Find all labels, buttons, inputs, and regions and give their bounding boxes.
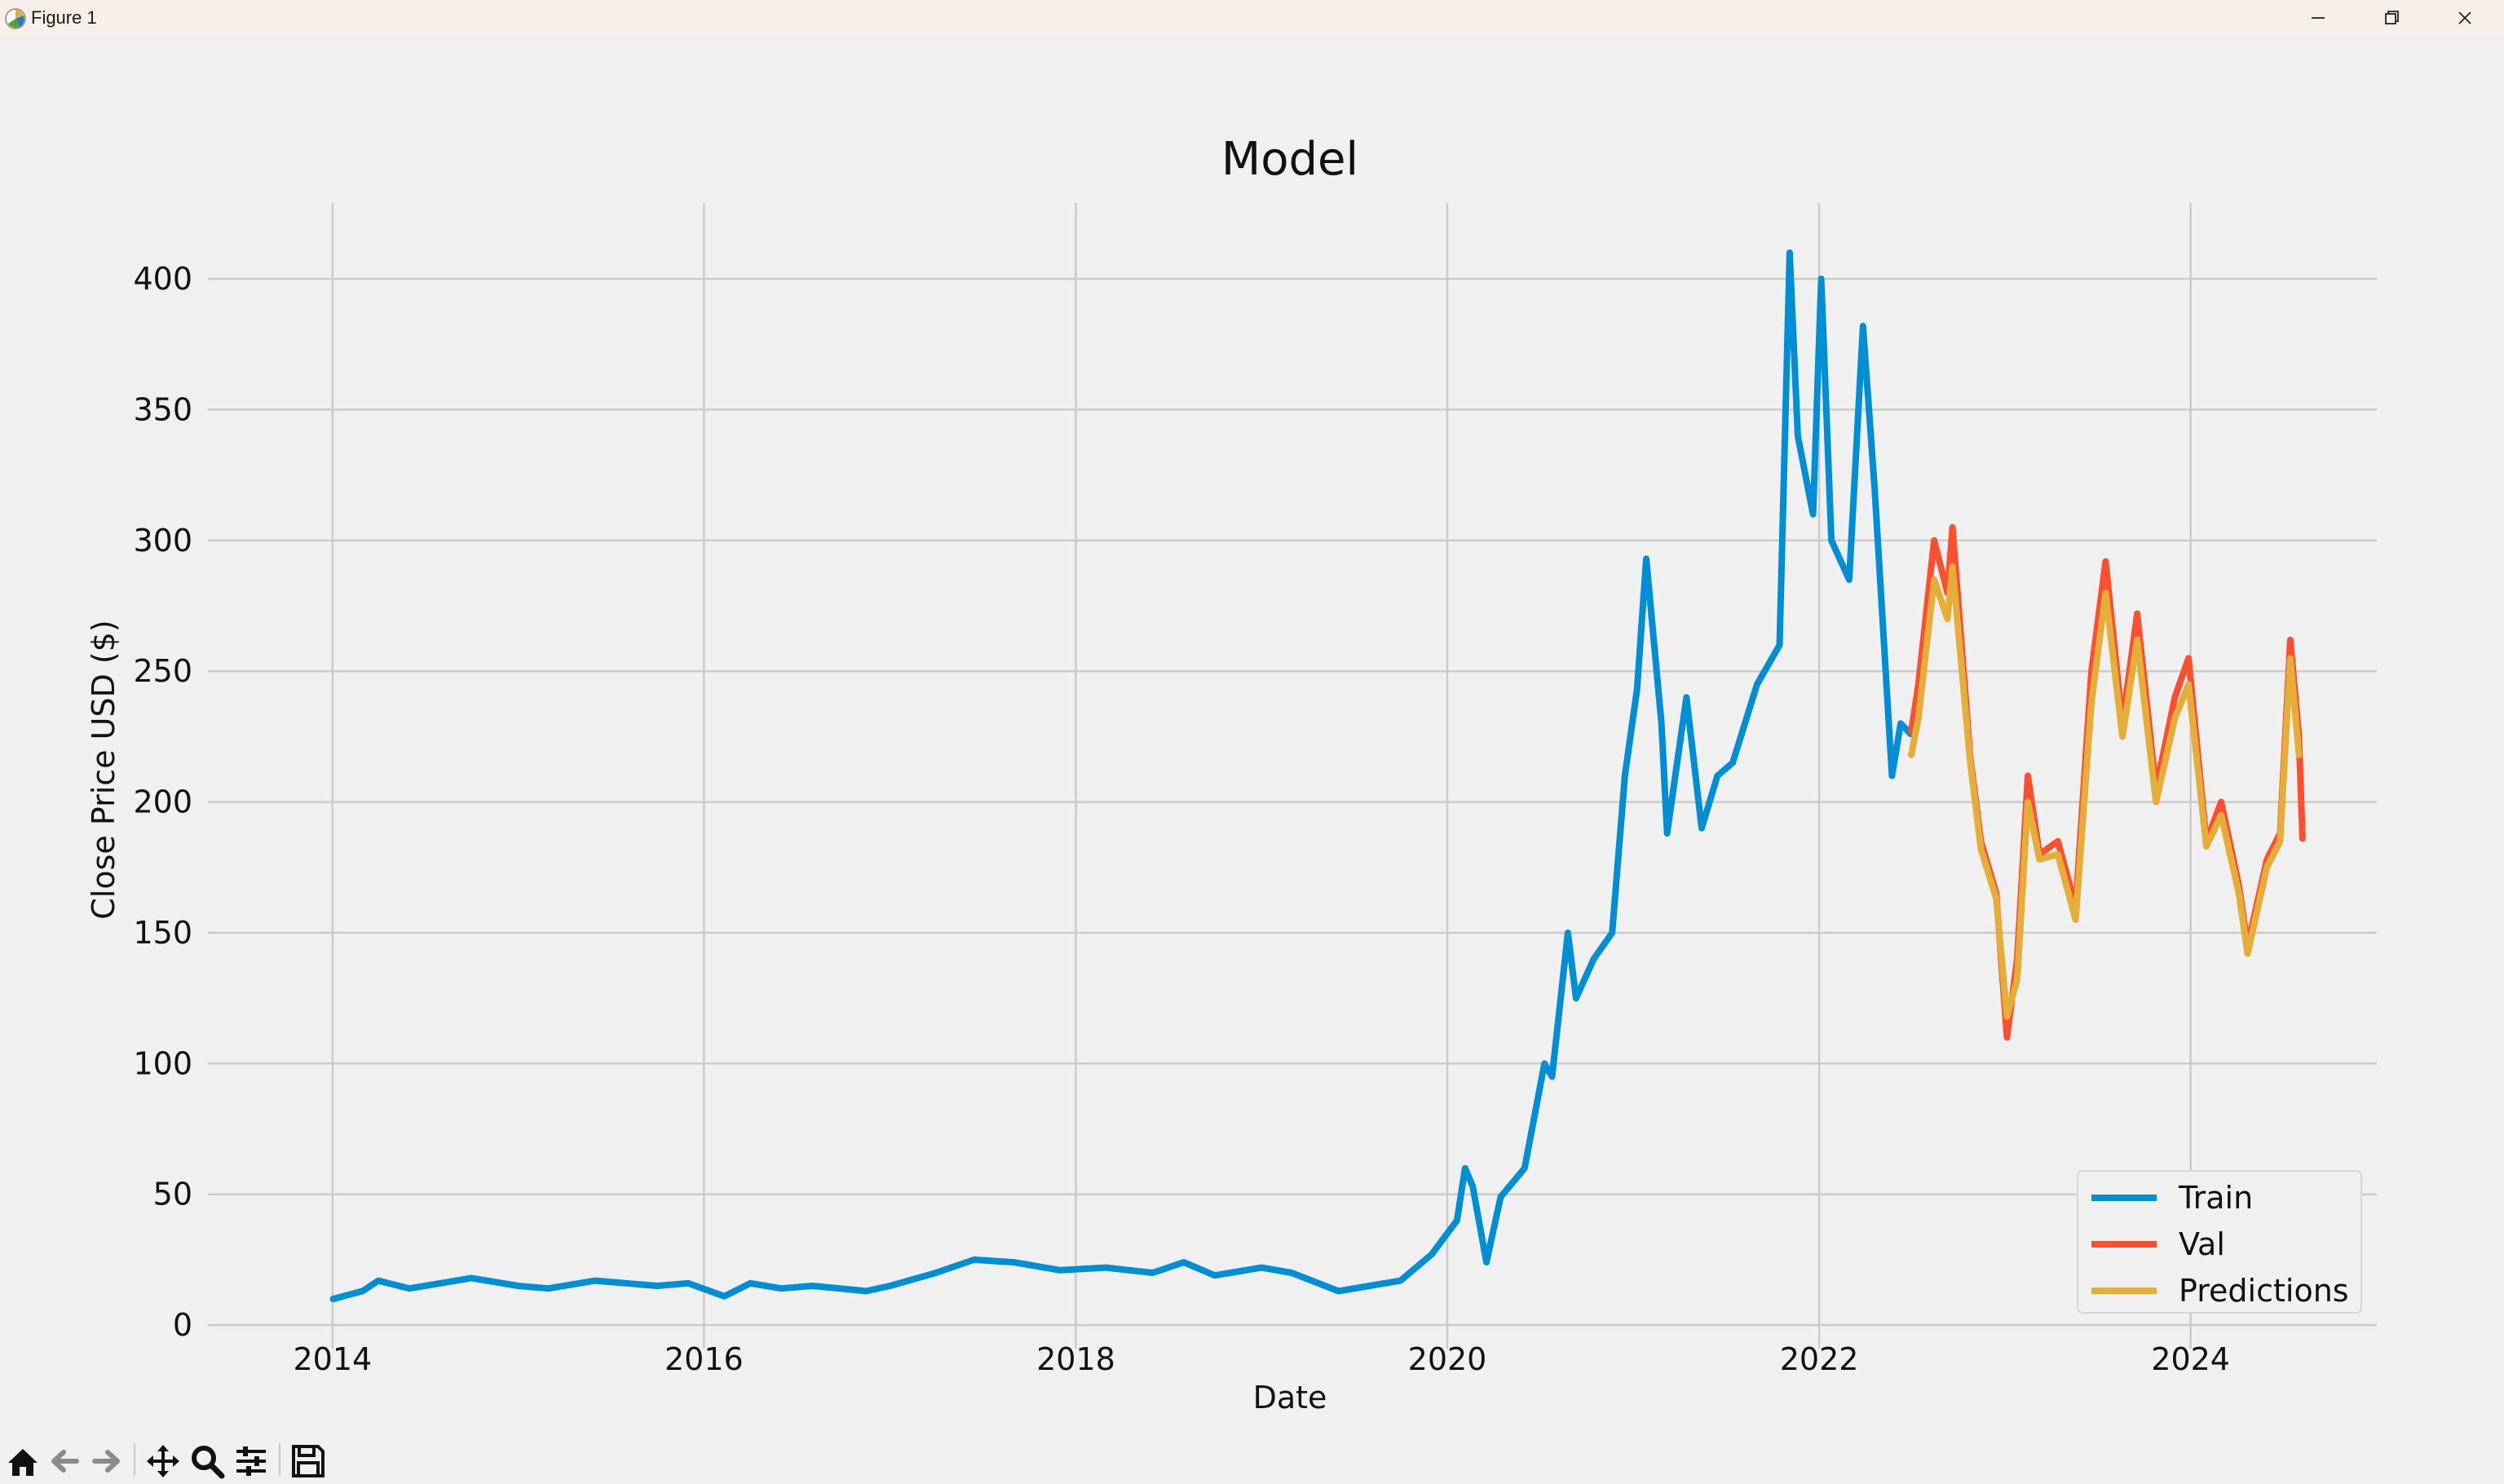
save-icon xyxy=(292,1445,325,1477)
forward-arrow-icon xyxy=(92,1450,120,1473)
back-arrow-icon xyxy=(51,1450,79,1473)
toolbar-separator xyxy=(279,1443,280,1476)
x-tick-label: 2016 xyxy=(665,1341,744,1377)
y-tick-label: 400 xyxy=(133,261,192,297)
pan-button[interactable] xyxy=(144,1442,183,1481)
y-tick-label: 100 xyxy=(133,1045,192,1081)
window-title-bar: Figure 1 xyxy=(0,0,2504,36)
series-lines xyxy=(329,249,2306,1303)
legend-box xyxy=(2077,1170,2362,1314)
x-tick-labels: 2014 2016 2018 2020 2022 2024 xyxy=(294,1341,2230,1377)
configure-subplots-icon xyxy=(236,1446,266,1476)
restore-icon xyxy=(2385,11,2399,24)
save-button[interactable] xyxy=(289,1442,328,1481)
zoom-button[interactable] xyxy=(188,1442,227,1481)
y-tick-label: 150 xyxy=(133,915,192,951)
navigation-toolbar xyxy=(0,1435,2504,1484)
chart-title: Model xyxy=(1221,133,1358,186)
y-tick-label: 50 xyxy=(153,1177,192,1212)
minimize-icon xyxy=(2312,17,2325,19)
home-icon xyxy=(8,1449,38,1476)
close-button[interactable] xyxy=(2428,0,2502,36)
series-line-train xyxy=(329,249,1914,1303)
forward-button[interactable] xyxy=(86,1442,126,1481)
y-tick-label: 200 xyxy=(133,784,192,820)
legend: Train Val Predictions xyxy=(2077,1170,2362,1314)
legend-label: Val xyxy=(2179,1226,2225,1262)
matplotlib-figure-icon xyxy=(5,8,26,29)
restore-button[interactable] xyxy=(2355,0,2428,36)
y-tick-labels: 0 50 100 150 200 250 300 350 400 xyxy=(133,261,192,1343)
legend-label: Train xyxy=(2178,1180,2253,1216)
x-tick-label: 2014 xyxy=(294,1341,373,1377)
close-icon xyxy=(2458,11,2471,24)
y-tick-label: 250 xyxy=(133,653,192,689)
grid xyxy=(208,203,2377,1349)
back-button[interactable] xyxy=(46,1442,85,1481)
x-tick-label: 2022 xyxy=(1780,1341,1859,1377)
x-tick-label: 2018 xyxy=(1036,1341,1115,1377)
x-tick-label: 2024 xyxy=(2151,1341,2230,1377)
figure-canvas: 2014 2016 2018 2020 2022 2024 0 50 100 150 200 250… xyxy=(86,133,2377,1416)
zoom-icon xyxy=(192,1446,225,1479)
x-tick-label: 2020 xyxy=(1408,1341,1487,1377)
window-title: Figure 1 xyxy=(31,7,97,28)
y-tick-label: 0 xyxy=(173,1307,192,1343)
home-button[interactable] xyxy=(3,1442,42,1481)
y-axis-label: Close Price USD ($) xyxy=(86,620,121,919)
configure-subplots-button[interactable] xyxy=(232,1442,271,1481)
minimize-button[interactable] xyxy=(2281,0,2355,36)
y-tick-label: 300 xyxy=(133,523,192,559)
y-tick-label: 350 xyxy=(133,391,192,427)
x-axis-label: Date xyxy=(1253,1380,1327,1416)
pan-icon xyxy=(147,1445,179,1477)
series-line-predictions xyxy=(1908,563,2303,1020)
toolbar-separator xyxy=(134,1443,135,1476)
legend-label: Predictions xyxy=(2179,1273,2349,1309)
